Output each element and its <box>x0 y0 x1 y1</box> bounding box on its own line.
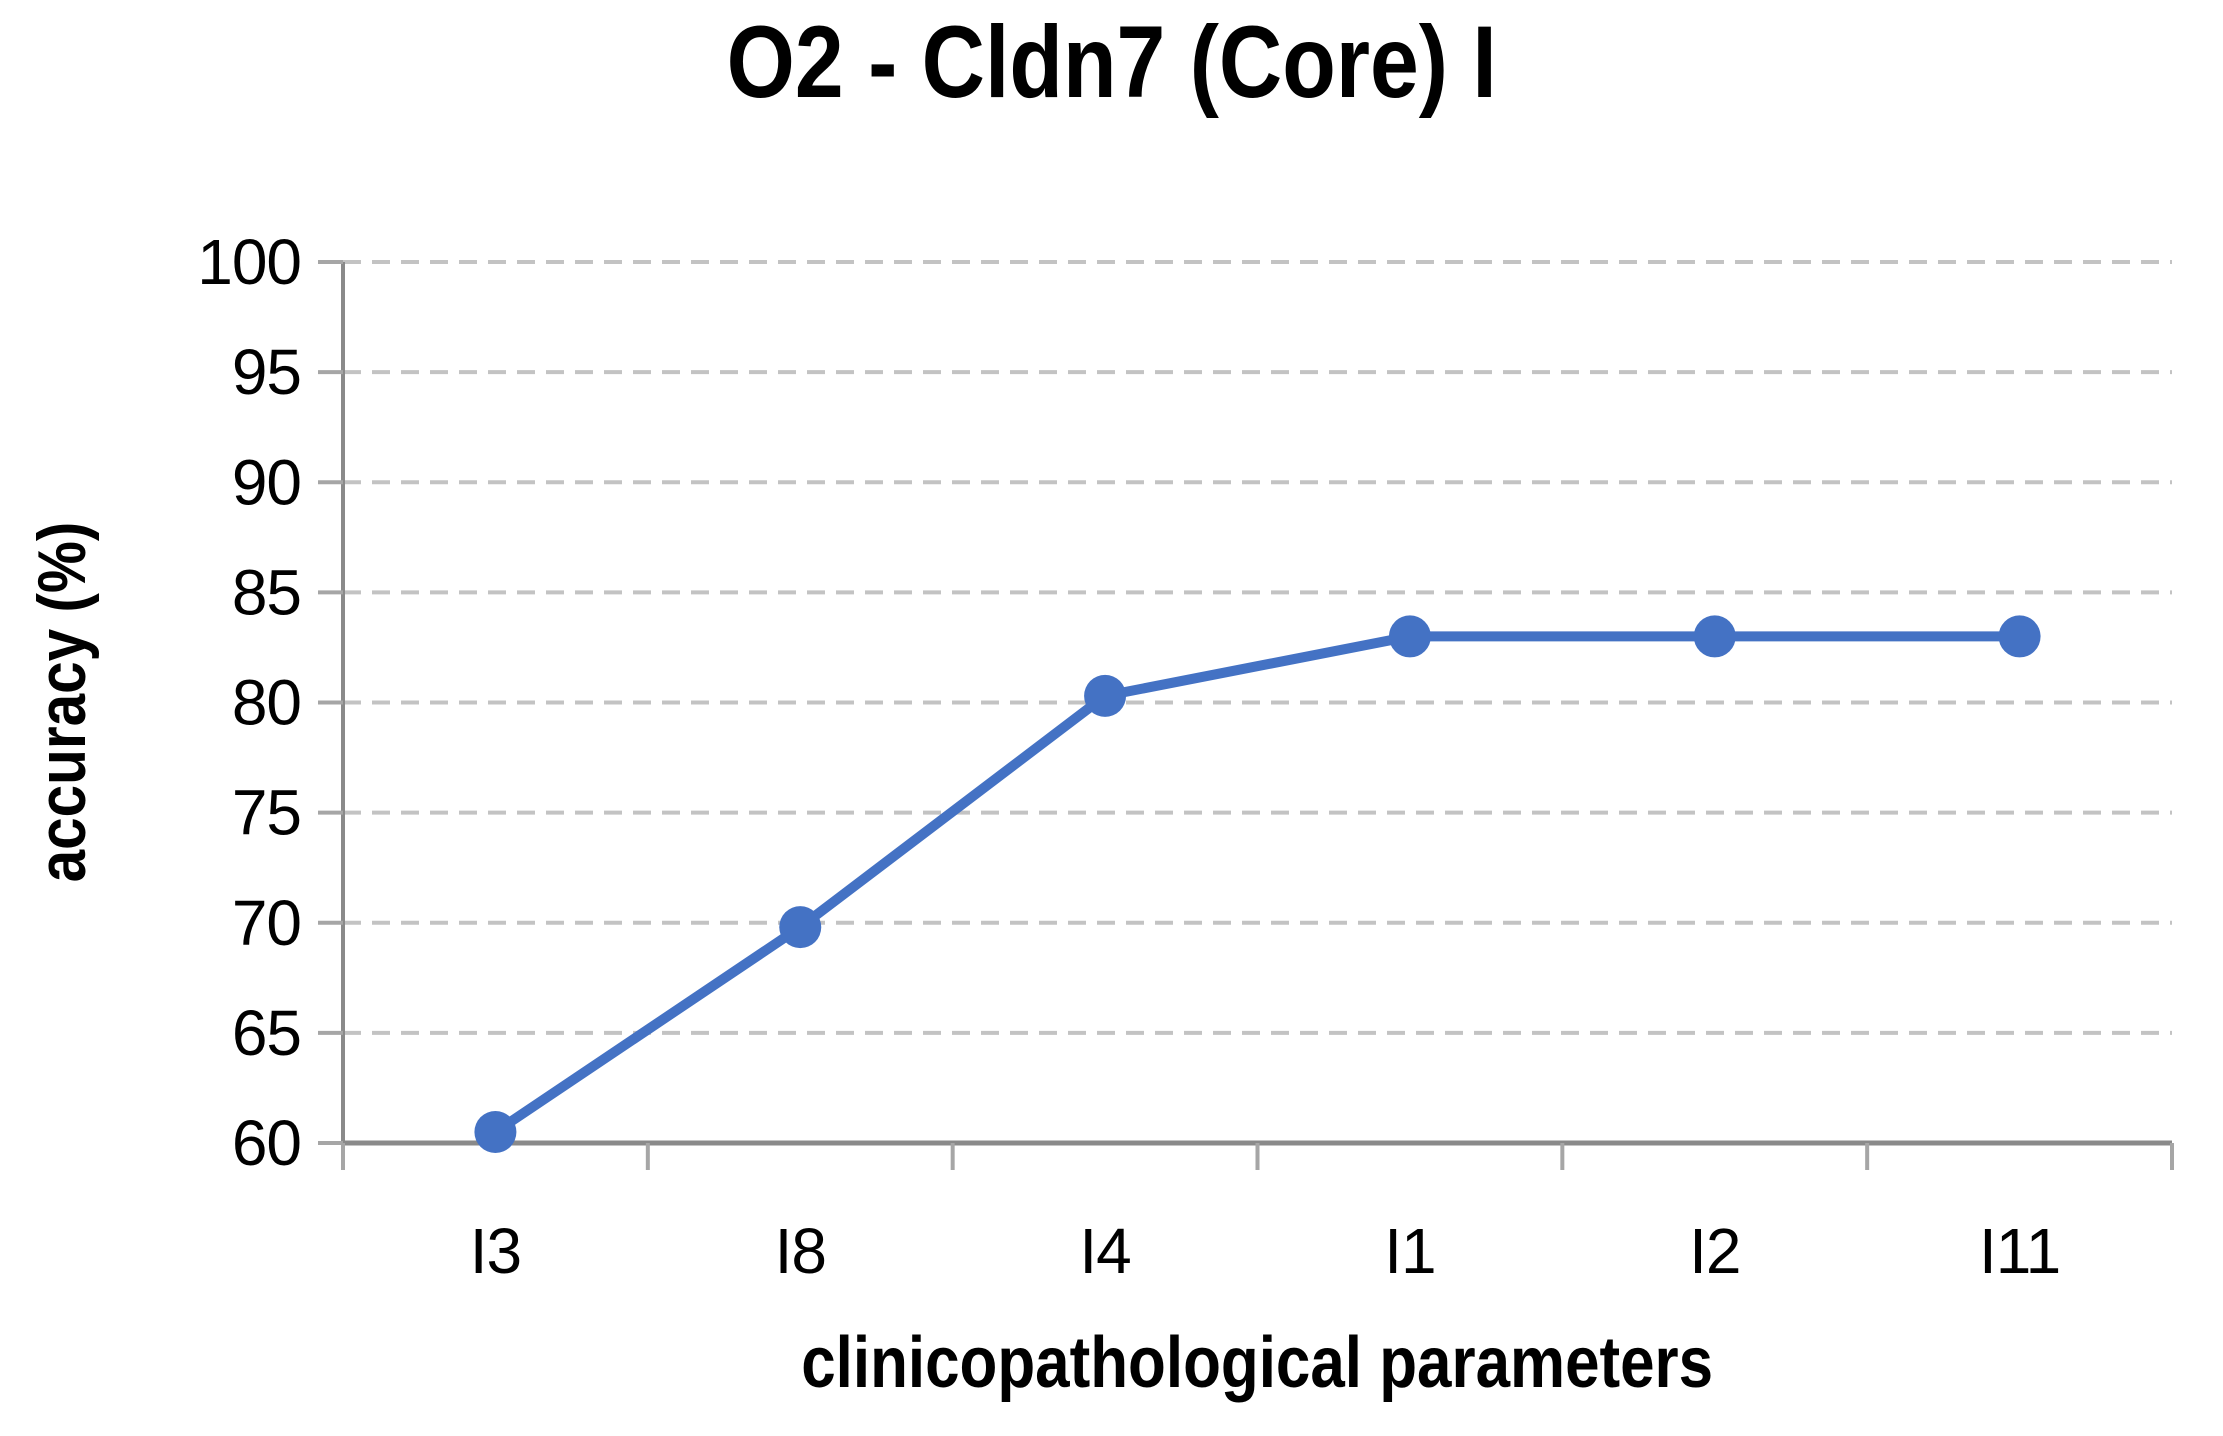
data-point-marker-I2 <box>1693 615 1736 658</box>
x-tick-label-I1: I1 <box>1384 1215 1435 1287</box>
y-tick-label-60: 60 <box>232 1107 301 1179</box>
y-tick-label-95: 95 <box>232 336 301 408</box>
x-tick-label-I3: I3 <box>470 1215 521 1287</box>
y-tick-label-85: 85 <box>232 556 301 628</box>
y-tick-label-70: 70 <box>232 887 301 959</box>
data-point-marker-I11 <box>1998 615 2041 658</box>
x-tick-label-I2: I2 <box>1689 1215 1740 1287</box>
data-point-marker-I4 <box>1084 674 1127 717</box>
y-tick-label-65: 65 <box>232 997 301 1069</box>
data-point-marker-I3 <box>474 1110 517 1153</box>
x-tick-label-I8: I8 <box>775 1215 826 1287</box>
data-point-marker-I1 <box>1388 615 1431 658</box>
series-line-accuracy <box>490 631 2025 1137</box>
x-tick-label-I4: I4 <box>1079 1215 1130 1287</box>
data-point-marker-I8 <box>779 906 822 949</box>
y-tick-label-80: 80 <box>232 667 301 739</box>
y-tick-label-75: 75 <box>232 777 301 849</box>
chart-title-text: O2 - Cldn7 (Core) I <box>726 5 1497 119</box>
chart-title: O2 - Cldn7 (Core) I <box>0 4 2223 121</box>
y-tick-label-100: 100 <box>197 226 301 298</box>
x-axis-title: clinicopathological parameters <box>343 1322 2172 1404</box>
y-tick-label-90: 90 <box>232 446 301 518</box>
x-tick-label-I11: I11 <box>1979 1215 2060 1287</box>
x-axis-title-text: clinicopathological parameters <box>801 1323 1714 1403</box>
